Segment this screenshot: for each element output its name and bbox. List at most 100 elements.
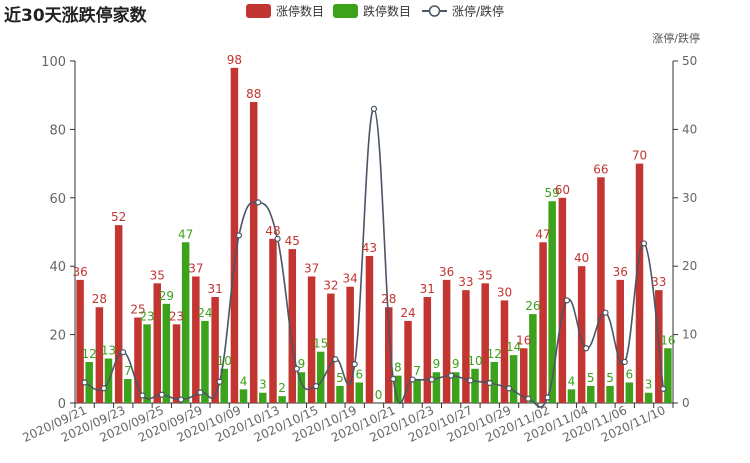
bar-up-2020-10-20[interactable] <box>365 255 374 403</box>
bar-down-2020-11-04[interactable] <box>586 385 595 403</box>
bar-up-2020-09-23[interactable] <box>114 225 123 403</box>
bar-up-2020-09-29[interactable] <box>192 276 200 403</box>
bar-up-2020-10-13[interactable] <box>269 238 277 403</box>
bar-up-2020-10-14[interactable] <box>288 249 297 403</box>
bar-up-2020-10-30[interactable] <box>520 348 528 403</box>
ratio-point-2020-10-12[interactable] <box>255 199 262 206</box>
bar-down-2020-11-10[interactable] <box>664 348 672 403</box>
bar-down-2020-10-13[interactable] <box>278 396 286 403</box>
bar-up-2020-11-02[interactable] <box>539 242 547 403</box>
legend-up-label: 涨停数目 <box>276 4 324 19</box>
ratio-point-2020-11-10[interactable] <box>660 385 667 393</box>
ratio-point-2020-10-09[interactable] <box>235 232 243 239</box>
bar-down-2020-10-26[interactable] <box>451 372 460 403</box>
bar-up-2020-09-28[interactable] <box>172 324 181 403</box>
bar-down-2020-11-03[interactable] <box>567 389 576 403</box>
ratio-point-2020-09-24[interactable] <box>139 392 146 399</box>
bar-down-2020-09-21[interactable] <box>85 361 93 403</box>
ratio-point-2020-11-05[interactable] <box>602 309 609 316</box>
bar-up-2020-09-30[interactable] <box>211 296 219 403</box>
ratio-point-2020-10-14[interactable] <box>293 365 300 372</box>
bar-down-2020-09-28[interactable] <box>181 242 190 403</box>
bar-down-2020-10-23[interactable] <box>432 372 441 403</box>
bar-up-2020-10-21[interactable] <box>384 307 393 403</box>
bar-down-2020-10-15[interactable] <box>316 351 325 403</box>
chart-title: 近30天涨跌停家数 <box>4 5 148 26</box>
label-up-2020-10-23: 31 <box>420 282 435 296</box>
bar-down-2020-09-24[interactable] <box>143 324 151 403</box>
ratio-point-2020-10-28[interactable] <box>486 379 493 387</box>
bar-up-2020-09-21[interactable] <box>76 279 84 403</box>
bar-up-2020-10-09[interactable] <box>230 67 239 403</box>
ratio-point-2020-09-22[interactable] <box>100 385 108 392</box>
bar-down-2020-10-27[interactable] <box>471 368 479 403</box>
bar-down-2020-11-09[interactable] <box>644 392 653 403</box>
ratio-point-2020-09-21[interactable] <box>81 379 88 386</box>
bar-down-2020-10-22[interactable] <box>413 379 421 403</box>
ratio-point-2020-11-02[interactable] <box>544 394 551 401</box>
ratio-point-2020-10-20[interactable] <box>370 105 378 112</box>
bar-down-2020-10-30[interactable] <box>529 314 537 403</box>
bar-down-2020-11-02[interactable] <box>548 201 556 403</box>
bar-up-2020-10-27[interactable] <box>462 290 470 403</box>
ratio-point-2020-11-04[interactable] <box>583 345 590 352</box>
bar-down-2020-10-14[interactable] <box>297 372 306 403</box>
bar-up-2020-10-12[interactable] <box>249 102 258 403</box>
label-down-2020-11-06: 6 <box>626 367 634 381</box>
ratio-point-2020-10-26[interactable] <box>448 372 455 379</box>
ratio-point-2020-10-27[interactable] <box>467 377 474 384</box>
bar-down-2020-11-06[interactable] <box>625 382 634 403</box>
y-left-tick-label-60: 60 <box>49 192 66 207</box>
bar-up-2020-10-23[interactable] <box>423 296 432 403</box>
bar-down-2020-10-29[interactable] <box>509 355 518 403</box>
legend-up[interactable]: 涨停数目 <box>246 4 324 19</box>
bar-up-2020-09-22[interactable] <box>95 307 104 403</box>
bar-down-2020-09-23[interactable] <box>124 379 132 403</box>
bar-up-2020-11-06[interactable] <box>616 279 624 403</box>
ratio-point-2020-09-30[interactable] <box>216 378 223 385</box>
bar-down-2020-10-28[interactable] <box>490 361 499 403</box>
bar-down-2020-09-30[interactable] <box>220 368 228 403</box>
ratio-point-2020-10-30[interactable] <box>525 395 532 402</box>
bar-down-2020-09-25[interactable] <box>162 303 171 403</box>
ratio-point-2020-11-03[interactable] <box>563 297 571 304</box>
ratio-point-2020-10-23[interactable] <box>428 376 435 383</box>
ratio-point-2020-09-23[interactable] <box>120 349 127 356</box>
bar-up-2020-11-05[interactable] <box>597 177 605 403</box>
bar-down-2020-10-21[interactable] <box>394 375 402 403</box>
ratio-point-2020-09-29[interactable] <box>197 389 204 396</box>
ratio-point-2020-10-13[interactable] <box>274 235 281 242</box>
bar-up-2020-11-09[interactable] <box>635 163 644 403</box>
bar-down-2020-10-16[interactable] <box>336 385 344 403</box>
bar-down-2020-10-19[interactable] <box>355 382 364 403</box>
label-up-2020-10-12: 88 <box>246 87 261 101</box>
bar-down-2020-10-12[interactable] <box>259 392 267 403</box>
bar-down-2020-09-29[interactable] <box>201 320 209 403</box>
legend-down[interactable]: 跌停数目 <box>333 4 411 19</box>
bar-up-2020-09-25[interactable] <box>153 283 162 403</box>
legend-ratio[interactable]: 涨停/跌停 <box>422 4 504 19</box>
bar-up-2020-11-04[interactable] <box>577 266 586 403</box>
bar-up-2020-11-03[interactable] <box>558 197 567 403</box>
bar-up-2020-10-29[interactable] <box>500 300 509 403</box>
ratio-point-2020-10-22[interactable] <box>409 376 416 383</box>
ratio-line <box>81 105 667 408</box>
ratio-point-2020-10-19[interactable] <box>351 361 358 368</box>
ratio-point-2020-11-09[interactable] <box>640 240 648 247</box>
ratio-point-2020-10-29[interactable] <box>505 385 513 392</box>
bar-up-2020-10-22[interactable] <box>404 320 412 403</box>
bar-up-2020-10-28[interactable] <box>481 283 489 403</box>
bar-up-2020-10-19[interactable] <box>346 286 354 403</box>
ratio-point-2020-09-25[interactable] <box>158 391 165 398</box>
bar-up-2020-09-24[interactable] <box>134 317 142 404</box>
bar-up-2020-10-15[interactable] <box>307 276 316 403</box>
bar-down-2020-10-09[interactable] <box>239 389 248 403</box>
ratio-point-2020-10-16[interactable] <box>332 356 339 363</box>
bar-down-2020-11-05[interactable] <box>606 385 614 403</box>
ratio-point-2020-10-15[interactable] <box>313 383 320 390</box>
ratio-point-2020-09-28[interactable] <box>177 396 185 403</box>
ratio-point-2020-11-06[interactable] <box>621 358 628 366</box>
bar-up-2020-10-26[interactable] <box>442 279 451 403</box>
ratio-point-2020-10-21[interactable] <box>390 375 397 383</box>
bar-up-2020-10-16[interactable] <box>327 293 335 403</box>
